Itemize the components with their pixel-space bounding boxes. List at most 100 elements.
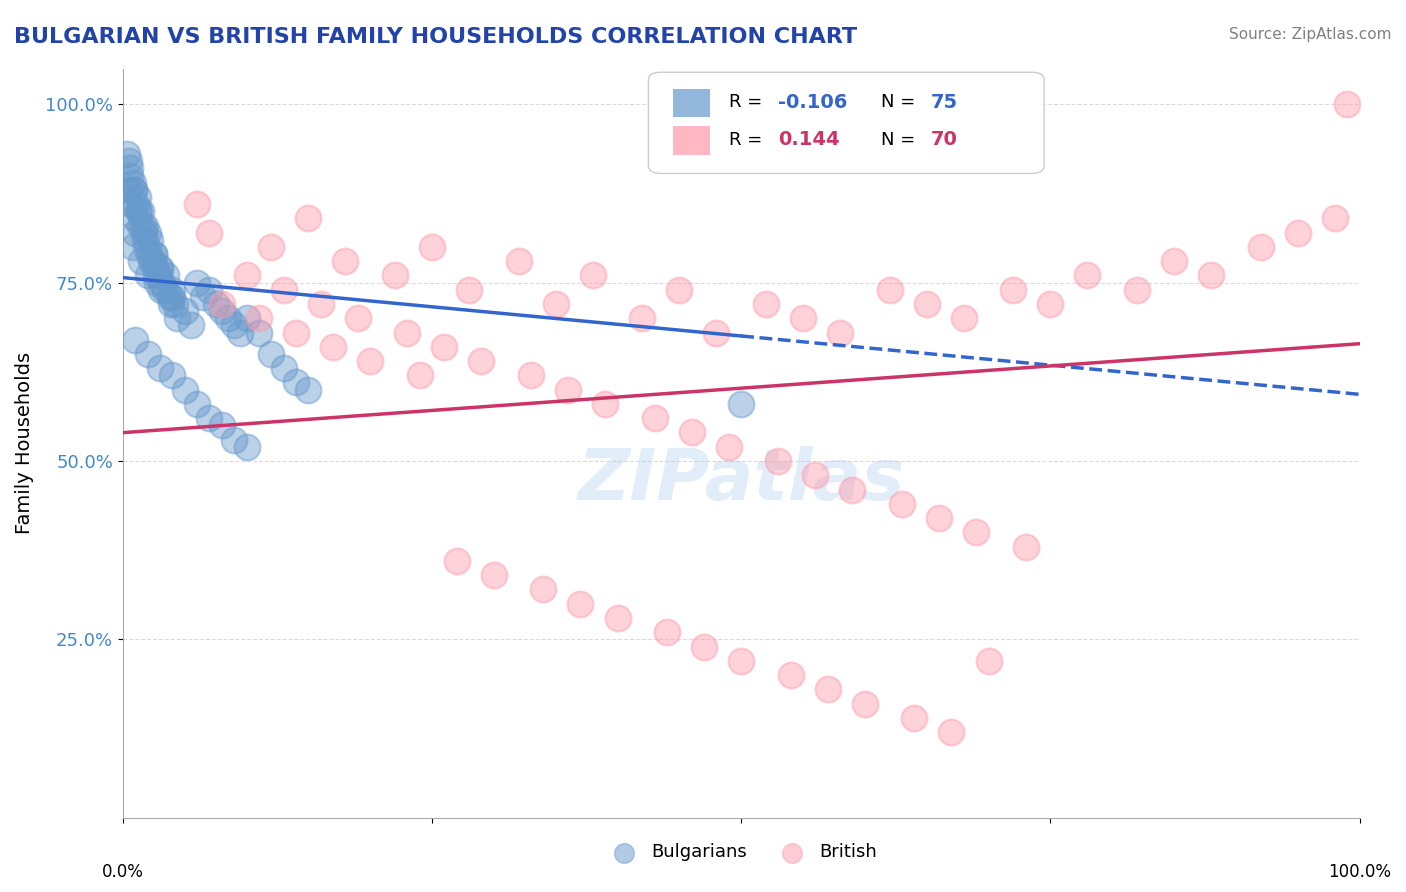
Point [247, 326, 270, 340]
Point [135, 240, 157, 254]
Point [853, 697, 876, 711]
Point [482, 568, 505, 582]
Point [142, 247, 165, 261]
Point [122, 183, 145, 197]
Point [235, 311, 257, 326]
Text: N =: N = [882, 94, 921, 112]
Point [139, 233, 162, 247]
Text: R =: R = [728, 94, 768, 112]
Point [941, 725, 963, 739]
Point [1250, 240, 1272, 254]
Point [142, 247, 165, 261]
Point [121, 197, 143, 211]
Point [186, 397, 208, 411]
Point [681, 425, 703, 440]
Point [273, 283, 295, 297]
Point [297, 383, 319, 397]
Point [141, 254, 163, 268]
Point [211, 304, 233, 318]
Point [792, 311, 814, 326]
Point [136, 226, 159, 240]
Point [384, 268, 406, 283]
Point [118, 183, 141, 197]
Point [1126, 283, 1149, 297]
Point [217, 311, 239, 326]
Point [1076, 268, 1098, 283]
Point [149, 361, 172, 376]
Point [285, 376, 308, 390]
Point [163, 297, 186, 311]
Point [928, 511, 950, 525]
Point [433, 340, 456, 354]
Point [730, 654, 752, 668]
Point [593, 397, 616, 411]
Point [224, 318, 246, 333]
Point [146, 276, 169, 290]
Point [193, 290, 215, 304]
Point [122, 183, 145, 197]
Point [890, 497, 912, 511]
Point [124, 333, 146, 347]
Text: 0.144: 0.144 [779, 130, 839, 149]
Point [149, 261, 172, 276]
Point [520, 368, 543, 383]
Point [1039, 297, 1062, 311]
Point [322, 340, 344, 354]
Point [1014, 540, 1036, 554]
Point [180, 318, 202, 333]
Point [118, 154, 141, 169]
Point [260, 240, 283, 254]
Legend: Bulgarians, British: Bulgarians, British [599, 837, 884, 869]
Text: 75: 75 [931, 93, 957, 112]
Point [134, 219, 156, 233]
Point [706, 326, 728, 340]
Point [531, 582, 554, 597]
Point [247, 311, 270, 326]
Point [458, 283, 481, 297]
Text: Source: ZipAtlas.com: Source: ZipAtlas.com [1229, 27, 1392, 42]
Point [229, 326, 252, 340]
Point [198, 411, 221, 425]
Point [830, 326, 852, 340]
Point [1199, 268, 1222, 283]
Point [162, 283, 184, 297]
Point [396, 326, 419, 340]
Point [965, 525, 987, 540]
Point [138, 247, 160, 261]
Point [508, 254, 530, 268]
Point [128, 204, 150, 219]
Point [121, 240, 143, 254]
Point [162, 290, 184, 304]
Point [408, 368, 430, 383]
Point [1336, 97, 1358, 112]
Point [557, 383, 579, 397]
Point [129, 219, 152, 233]
Point [446, 554, 468, 568]
Point [693, 640, 716, 654]
Point [186, 276, 208, 290]
Point [668, 283, 690, 297]
FancyBboxPatch shape [673, 88, 710, 117]
Point [145, 268, 167, 283]
Point [148, 268, 170, 283]
Point [143, 261, 166, 276]
Text: ZIPatlas: ZIPatlas [578, 446, 905, 515]
Point [115, 147, 138, 161]
Point [779, 668, 801, 682]
Point [155, 268, 177, 283]
FancyBboxPatch shape [648, 72, 1045, 173]
Text: R =: R = [728, 131, 768, 149]
Point [120, 161, 142, 176]
Point [125, 197, 148, 211]
FancyBboxPatch shape [673, 126, 710, 154]
Text: 100.0%: 100.0% [1329, 863, 1391, 880]
Point [150, 283, 173, 297]
Point [152, 276, 174, 290]
Point [211, 297, 233, 311]
Point [335, 254, 357, 268]
Point [569, 597, 592, 611]
Point [131, 204, 153, 219]
Point [631, 311, 654, 326]
Point [131, 219, 153, 233]
Point [817, 682, 839, 697]
